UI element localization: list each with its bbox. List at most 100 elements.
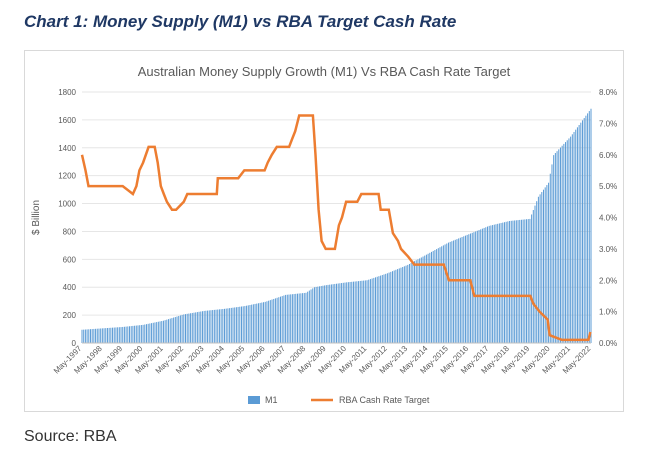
legend-label-cash-rate: RBA Cash Rate Target bbox=[339, 395, 430, 405]
m1-bar bbox=[436, 249, 438, 343]
m1-bar bbox=[576, 127, 578, 343]
m1-bar bbox=[140, 325, 142, 343]
m1-bar bbox=[151, 323, 153, 343]
m1-bar bbox=[502, 222, 504, 343]
m1-bar bbox=[466, 234, 468, 343]
m1-bar bbox=[108, 327, 110, 343]
m1-bar bbox=[317, 286, 319, 343]
m1-bar bbox=[329, 284, 331, 343]
m1-bar bbox=[117, 327, 119, 343]
m1-bar bbox=[388, 272, 390, 343]
m1-bar bbox=[303, 292, 305, 343]
m1-bar bbox=[541, 192, 543, 343]
m1-bar bbox=[290, 294, 292, 343]
m1-bar bbox=[395, 269, 397, 343]
m1-bar bbox=[144, 324, 146, 343]
m1-bar bbox=[463, 236, 465, 343]
m1-bar bbox=[514, 220, 516, 343]
m1-bar bbox=[359, 280, 361, 343]
m1-bar bbox=[434, 250, 436, 343]
y-tick-label: 1000 bbox=[58, 200, 76, 209]
y-axis-label: $ Billion bbox=[31, 200, 42, 235]
m1-bar bbox=[217, 309, 219, 343]
m1-bar bbox=[480, 229, 482, 343]
m1-bar bbox=[371, 278, 373, 343]
m1-bar bbox=[402, 267, 404, 343]
m1-bar bbox=[485, 227, 487, 343]
m1-bar bbox=[298, 293, 300, 343]
m1-bar bbox=[280, 296, 282, 343]
y2-tick-label: 2.0% bbox=[599, 276, 617, 285]
m1-bar bbox=[274, 298, 276, 343]
m1-bar bbox=[230, 307, 232, 343]
m1-bar bbox=[302, 293, 304, 343]
m1-bar bbox=[527, 219, 529, 343]
m1-bar bbox=[210, 310, 212, 343]
m1-bar bbox=[203, 310, 205, 343]
m1-bar bbox=[548, 182, 550, 343]
m1-bar bbox=[134, 325, 136, 343]
m1-bar bbox=[442, 245, 444, 343]
m1-bar bbox=[354, 281, 356, 343]
m1-bar bbox=[476, 230, 478, 343]
m1-bar bbox=[453, 240, 455, 343]
m1-bar bbox=[417, 259, 419, 343]
m1-bar bbox=[509, 220, 511, 343]
m1-bar bbox=[184, 314, 186, 343]
m1-bar bbox=[458, 238, 460, 343]
m1-bar bbox=[410, 263, 412, 343]
m1-bar bbox=[361, 280, 363, 343]
m1-bar bbox=[322, 285, 324, 343]
m1-bar bbox=[407, 264, 409, 343]
m1-bar bbox=[308, 290, 310, 343]
m1-bar bbox=[247, 305, 249, 343]
m1-bar bbox=[103, 328, 105, 343]
m1-bar bbox=[106, 328, 108, 343]
m1-bar bbox=[415, 260, 417, 343]
m1-bar bbox=[324, 285, 326, 343]
m1-bar bbox=[84, 329, 86, 343]
m1-bar bbox=[263, 302, 265, 343]
m1-bar bbox=[376, 276, 378, 343]
m1-bar bbox=[288, 294, 290, 343]
m1-bar bbox=[83, 329, 85, 343]
m1-bar bbox=[164, 320, 166, 343]
m1-bar bbox=[98, 328, 100, 343]
m1-bar bbox=[549, 173, 551, 343]
m1-bar bbox=[242, 306, 244, 343]
m1-bar bbox=[558, 149, 560, 343]
m1-bar bbox=[578, 125, 580, 343]
m1-bar bbox=[495, 224, 497, 343]
m1-bar bbox=[405, 265, 407, 343]
chart-frame: Australian Money Supply Growth (M1) Vs R… bbox=[24, 50, 624, 412]
m1-bar bbox=[352, 281, 354, 343]
m1-bar bbox=[380, 275, 382, 343]
m1-bar bbox=[281, 296, 283, 343]
m1-bar bbox=[437, 248, 439, 343]
m1-bar bbox=[227, 308, 229, 343]
m1-bar bbox=[254, 303, 256, 343]
m1-bar bbox=[473, 232, 475, 343]
m1-bar bbox=[385, 273, 387, 343]
m1-bar bbox=[351, 281, 353, 343]
m1-bar bbox=[325, 285, 327, 343]
m1-bar bbox=[459, 237, 461, 343]
m1-bar bbox=[349, 281, 351, 343]
m1-bar bbox=[168, 319, 170, 343]
m1-bar bbox=[100, 328, 102, 343]
m1-bar bbox=[95, 328, 97, 343]
m1-bar bbox=[229, 308, 231, 343]
m1-bar bbox=[332, 284, 334, 343]
m1-bar bbox=[378, 276, 380, 343]
m1-bar bbox=[240, 306, 242, 343]
m1-bar bbox=[86, 329, 88, 343]
m1-bar bbox=[96, 328, 98, 343]
m1-bar bbox=[583, 118, 585, 343]
m1-bar bbox=[356, 281, 358, 343]
y2-tick-label: 5.0% bbox=[599, 182, 617, 191]
m1-bar bbox=[176, 316, 178, 343]
m1-bar bbox=[249, 305, 251, 343]
m1-bar bbox=[498, 223, 500, 343]
m1-bar bbox=[559, 147, 561, 343]
m1-bar bbox=[305, 292, 307, 343]
